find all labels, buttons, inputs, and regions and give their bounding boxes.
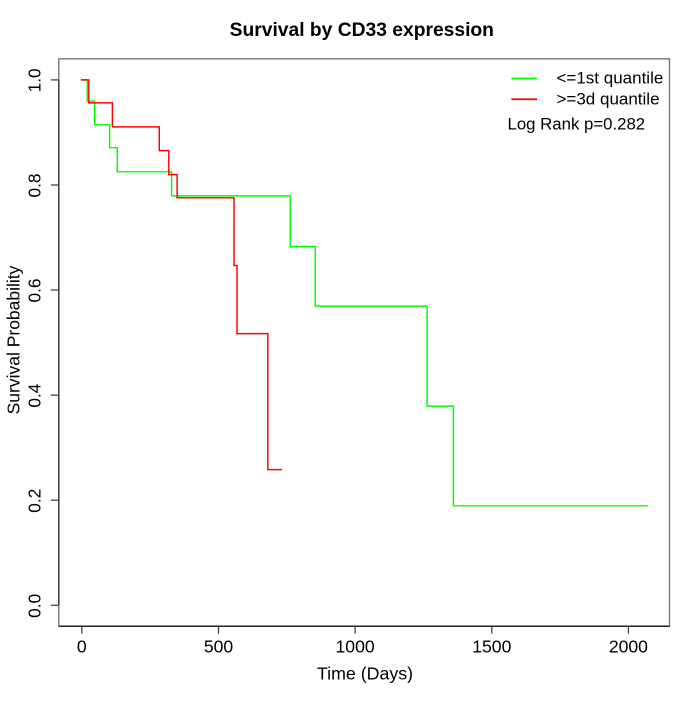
svg-text:0.8: 0.8 xyxy=(25,173,45,197)
svg-text:1000: 1000 xyxy=(336,637,375,657)
svg-text:0.6: 0.6 xyxy=(25,278,45,302)
svg-text:500: 500 xyxy=(204,637,234,657)
svg-text:0: 0 xyxy=(77,637,87,657)
svg-text:1.0: 1.0 xyxy=(25,68,45,92)
svg-text:Log Rank p=0.282: Log Rank p=0.282 xyxy=(508,114,646,133)
svg-text:2000: 2000 xyxy=(609,637,648,657)
svg-text:1500: 1500 xyxy=(472,637,511,657)
svg-text:0.4: 0.4 xyxy=(25,383,45,407)
svg-text:Survival Probability: Survival Probability xyxy=(3,265,23,414)
svg-text:0.2: 0.2 xyxy=(25,489,45,513)
svg-text:>=3d quantile: >=3d quantile xyxy=(557,89,660,108)
svg-text:0.0: 0.0 xyxy=(25,594,45,618)
svg-text:Time (Days): Time (Days) xyxy=(317,664,413,684)
svg-text:Survival by CD33 expression: Survival by CD33 expression xyxy=(230,20,494,41)
svg-text:<=1st quantile: <=1st quantile xyxy=(557,69,664,88)
